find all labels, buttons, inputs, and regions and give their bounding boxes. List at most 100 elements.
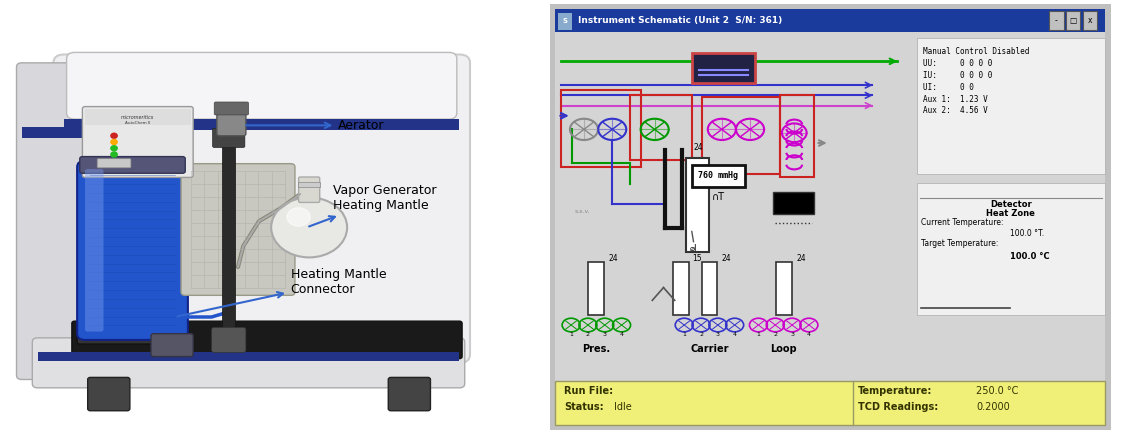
- Text: -: -: [1055, 16, 1058, 25]
- Bar: [775, 262, 791, 315]
- Text: ∩T: ∩T: [711, 192, 725, 202]
- Bar: [780, 95, 813, 177]
- Text: AutoChem II: AutoChem II: [126, 121, 150, 125]
- Text: Temperature:: Temperature:: [858, 386, 932, 396]
- Bar: [222, 142, 236, 334]
- Text: Heating Mantle
Connector: Heating Mantle Connector: [177, 268, 386, 316]
- Text: Run File:: Run File:: [563, 386, 613, 396]
- Text: Status:: Status:: [563, 402, 604, 412]
- Text: 4: 4: [733, 332, 737, 337]
- FancyBboxPatch shape: [33, 338, 465, 388]
- Text: 2: 2: [586, 332, 590, 337]
- Text: UU:     0 0 0 0: UU: 0 0 0 0: [922, 59, 992, 68]
- Text: Loop: Loop: [771, 344, 797, 354]
- FancyBboxPatch shape: [88, 378, 130, 411]
- Bar: [702, 97, 780, 174]
- FancyBboxPatch shape: [17, 63, 95, 379]
- Bar: [21, 128, 90, 138]
- Bar: [555, 32, 1105, 381]
- FancyBboxPatch shape: [82, 107, 193, 178]
- Text: 1: 1: [569, 332, 573, 337]
- Text: Aux 1:  1.23 V: Aux 1: 1.23 V: [922, 95, 987, 103]
- Text: 24: 24: [721, 254, 732, 263]
- Bar: [773, 192, 813, 214]
- Text: Carrier: Carrier: [690, 344, 728, 354]
- Bar: [298, 182, 320, 187]
- Text: micromeritics: micromeritics: [121, 115, 155, 119]
- FancyBboxPatch shape: [217, 108, 246, 136]
- Text: S: S: [563, 18, 568, 24]
- Text: 100.0 °C: 100.0 °C: [1010, 252, 1049, 261]
- Text: Aux 2:  4.56 V: Aux 2: 4.56 V: [922, 106, 987, 115]
- Text: 15: 15: [692, 254, 702, 263]
- Circle shape: [111, 152, 117, 157]
- Bar: [561, 90, 641, 167]
- FancyBboxPatch shape: [80, 157, 185, 173]
- Circle shape: [287, 208, 310, 226]
- Circle shape: [111, 139, 117, 145]
- Text: 24: 24: [608, 254, 618, 263]
- Text: Idle: Idle: [615, 402, 632, 412]
- Bar: [64, 119, 459, 129]
- Text: Detector: Detector: [990, 200, 1032, 209]
- Text: Vapor Generator
Heating Mantle: Vapor Generator Heating Mantle: [310, 184, 436, 227]
- FancyBboxPatch shape: [214, 102, 248, 115]
- Text: 24: 24: [693, 142, 703, 151]
- Bar: [687, 158, 709, 252]
- Text: UI:     0 0: UI: 0 0: [922, 82, 974, 92]
- Text: Pres.: Pres.: [582, 344, 610, 354]
- Text: 4: 4: [807, 332, 811, 337]
- FancyBboxPatch shape: [692, 165, 745, 187]
- Circle shape: [272, 197, 347, 257]
- Text: IU:     0 0 0 0: IU: 0 0 0 0: [922, 71, 992, 80]
- Text: 760 mmHg: 760 mmHg: [698, 171, 738, 181]
- Text: x: x: [1087, 16, 1093, 25]
- Text: 4: 4: [619, 332, 624, 337]
- Text: 0.2000: 0.2000: [976, 402, 1010, 412]
- Bar: [673, 262, 689, 315]
- Text: 100.0 °T.: 100.0 °T.: [1010, 229, 1043, 238]
- Text: Instrument Schematic (Unit 2  S/N: 361): Instrument Schematic (Unit 2 S/N: 361): [578, 16, 782, 25]
- Text: Target Temperature:: Target Temperature:: [921, 239, 999, 248]
- Bar: [629, 95, 692, 160]
- Bar: [918, 183, 1105, 315]
- Circle shape: [111, 146, 117, 151]
- Bar: [918, 38, 1105, 174]
- FancyBboxPatch shape: [181, 164, 295, 295]
- FancyBboxPatch shape: [1049, 11, 1064, 30]
- Text: 250.0 °C: 250.0 °C: [976, 386, 1019, 396]
- Text: ⌀I: ⌀I: [690, 244, 697, 253]
- FancyBboxPatch shape: [151, 334, 193, 357]
- FancyBboxPatch shape: [1066, 11, 1080, 30]
- FancyBboxPatch shape: [72, 321, 462, 358]
- Text: Heat Zone: Heat Zone: [986, 209, 1036, 218]
- Text: 3: 3: [603, 332, 607, 337]
- Text: Manual Control Disabled: Manual Control Disabled: [922, 47, 1029, 56]
- FancyBboxPatch shape: [213, 128, 245, 148]
- Text: 1: 1: [682, 332, 687, 337]
- FancyBboxPatch shape: [98, 159, 131, 168]
- Text: Current Temperature:: Current Temperature:: [921, 218, 1004, 227]
- Text: 2: 2: [699, 332, 703, 337]
- FancyBboxPatch shape: [85, 169, 103, 332]
- FancyBboxPatch shape: [298, 177, 320, 202]
- Bar: [588, 262, 604, 315]
- FancyBboxPatch shape: [77, 161, 187, 340]
- Text: 2: 2: [773, 332, 778, 337]
- Text: 3: 3: [716, 332, 720, 337]
- Text: TCD Readings:: TCD Readings:: [858, 402, 939, 412]
- Bar: [37, 352, 459, 361]
- Circle shape: [111, 133, 117, 138]
- Text: Aerator: Aerator: [246, 119, 385, 132]
- FancyBboxPatch shape: [212, 327, 246, 352]
- FancyBboxPatch shape: [66, 53, 457, 119]
- Text: 3: 3: [790, 332, 794, 337]
- FancyBboxPatch shape: [54, 55, 470, 363]
- Text: 1: 1: [756, 332, 761, 337]
- Bar: [558, 13, 572, 30]
- FancyBboxPatch shape: [1083, 11, 1097, 30]
- Bar: [555, 9, 1105, 32]
- FancyBboxPatch shape: [77, 323, 187, 344]
- FancyBboxPatch shape: [692, 53, 755, 83]
- Text: s.s.v.: s.s.v.: [576, 209, 591, 214]
